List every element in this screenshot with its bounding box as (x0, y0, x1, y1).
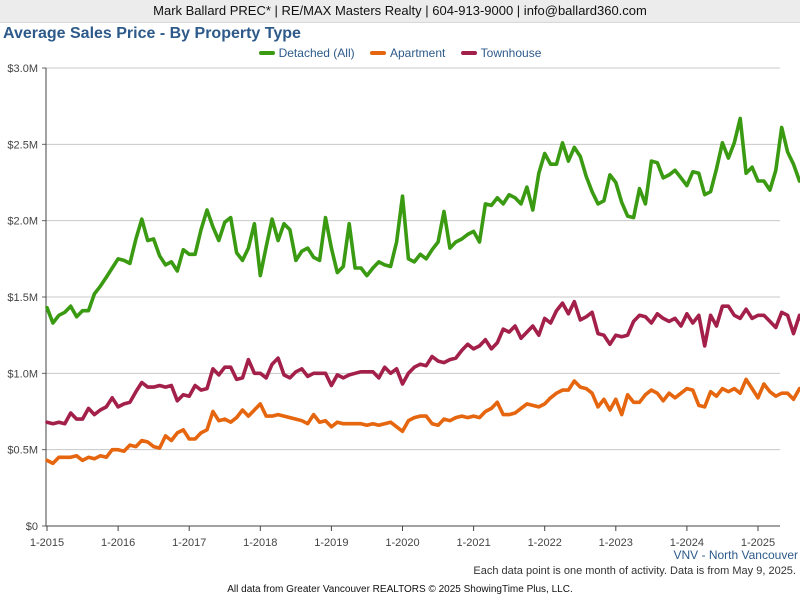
header-bar: Mark Ballard PREC* | RE/MAX Masters Real… (0, 0, 800, 23)
header-text: Mark Ballard PREC* | RE/MAX Masters Real… (153, 3, 647, 18)
x-tick-label: 1-2023 (599, 537, 633, 549)
y-tick-label: $0.5M (7, 445, 38, 457)
legend-swatch-detached (258, 50, 275, 55)
series-lines (45, 116, 800, 466)
series-line-apartment (45, 377, 800, 466)
y-tick-label: $2.5M (7, 139, 38, 151)
series-line-townhouse (45, 299, 800, 426)
legend-item-townhouse[interactable]: Townhouse (460, 46, 542, 60)
y-tick-label: $1.5M (7, 292, 38, 304)
x-tick-label: 1-2020 (385, 537, 419, 549)
legend-item-apartment[interactable]: Apartment (369, 46, 446, 60)
y-tick-label: $2.0M (7, 216, 38, 228)
x-tick-label: 1-2024 (670, 537, 704, 549)
y-tick-label: $3.0M (7, 63, 38, 75)
chart-title: Average Sales Price - By Property Type (3, 25, 301, 42)
x-tick-label: 1-2022 (528, 537, 562, 549)
x-tick-label: 1-2021 (456, 537, 490, 549)
legend-swatch-townhouse (460, 50, 477, 55)
region-label: VNV - North Vancouver (673, 548, 799, 562)
x-tick-label: 1-2025 (741, 537, 775, 549)
data-note: Each data point is one month of activity… (473, 565, 796, 577)
legend-label-detached: Detached (All) (278, 46, 355, 60)
x-tick-label: 1-2016 (101, 537, 135, 549)
legend-item-detached[interactable]: Detached (All) (258, 46, 355, 60)
x-tick-label: 1-2017 (172, 537, 206, 549)
legend-swatch-apartment (369, 50, 386, 55)
x-tick-label: 1-2015 (30, 537, 64, 549)
series-line-detached (45, 116, 800, 325)
axes: $0 $0.5M $1.0M $1.5M $2.0M $2.5M $3.0M 1-2015 1-… (7, 63, 780, 549)
y-tick-label: $0 (26, 521, 38, 533)
legend-label-townhouse: Townhouse (480, 46, 542, 60)
grid-lines (46, 67, 780, 451)
legend-label-apartment: Apartment (389, 46, 446, 60)
x-tick-label: 1-2018 (243, 537, 277, 549)
y-tick-label: $1.0M (7, 368, 38, 380)
chart-legend: Detached (All) Apartment Townhouse (0, 46, 800, 62)
x-tick-label: 1-2019 (314, 537, 348, 549)
footer-credit: All data from Greater Vancouver REALTORS… (227, 584, 573, 595)
